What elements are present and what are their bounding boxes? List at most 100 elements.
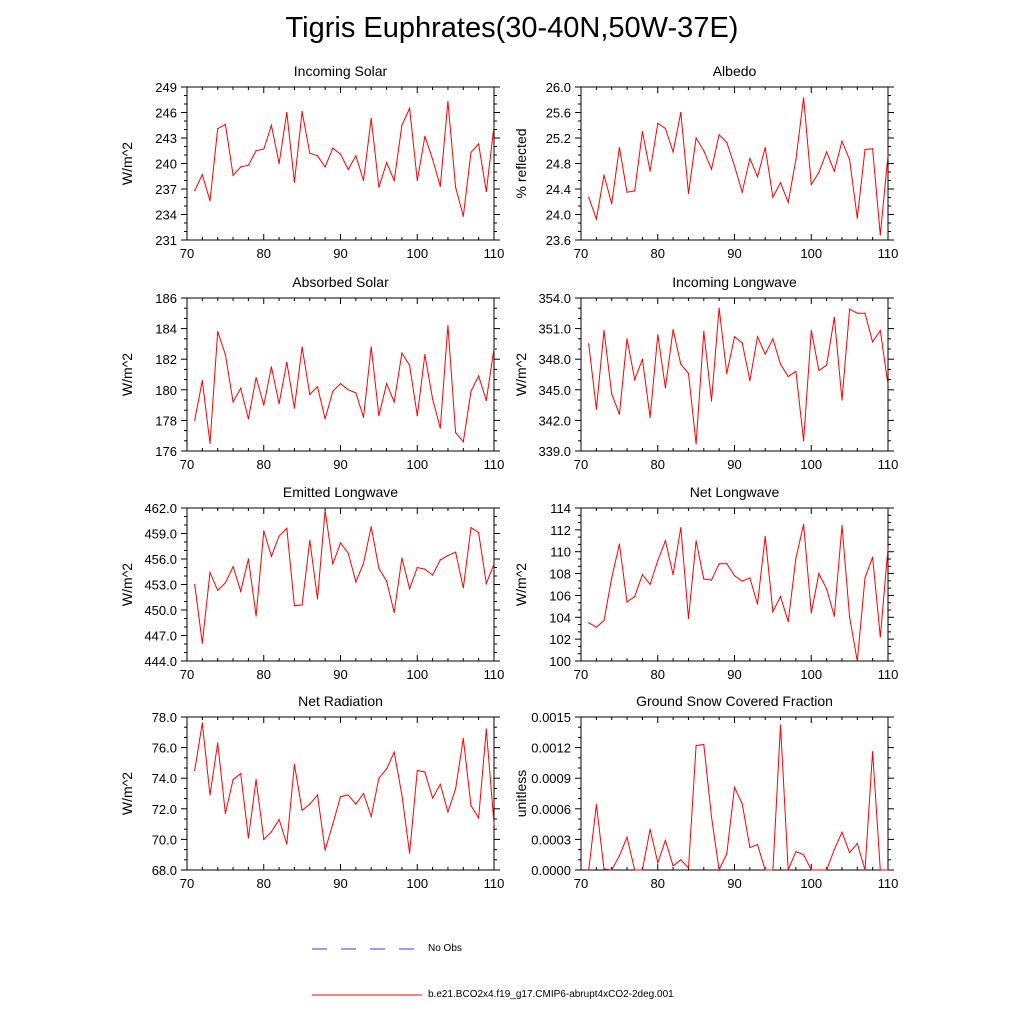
y-tick-label: 176 [155,444,177,459]
data-point [718,307,720,309]
data-point [741,342,743,344]
data-point [255,615,257,617]
data-point [879,330,881,332]
chart-panel-1: Incoming Solar W/m^2 70 80 90 100 110 231 234 237… [119,63,504,261]
data-point [232,779,234,781]
data-point [657,122,659,124]
data-point [385,768,388,770]
data-point [818,369,820,372]
data-point [872,148,874,150]
data-point [478,532,480,534]
data-point [672,329,674,331]
data-point [201,722,203,724]
data-point [224,812,226,814]
chart-panel-2: Albedo % reflected 70 80 90 100 110 23.6 24.0 24.… [513,63,898,261]
data-point [485,190,487,193]
data-point [301,604,303,606]
data-point [657,334,659,336]
data-point [779,595,782,598]
data-point [309,152,311,154]
data-point [263,148,265,150]
data-point [641,574,644,576]
data-point [224,582,226,584]
series-line [588,524,889,662]
y-tick-label: 0.0015 [531,710,571,725]
x-tick-label: 110 [484,667,505,682]
panel-title: Incoming Longwave [672,274,797,290]
plot-frame [580,716,889,871]
data-point [703,743,705,746]
data-point [611,393,613,395]
data-point [324,418,326,420]
panel-title: Emitted Longwave [283,484,398,500]
data-point [209,442,211,444]
series-line [588,725,888,872]
legend-obs-label: No Obs [428,943,462,954]
data-point [378,567,380,569]
data-point [764,353,766,355]
data-point [718,563,720,565]
data-point [493,563,495,565]
y-tick-label: 246 [155,106,177,121]
plot-frame [186,86,495,241]
data-point [493,823,495,825]
data-point [626,836,628,838]
legend-model-label: b.e21.BCO2x4.f19_g17.CMIP6-abrupt4xCO2-2… [428,989,674,1000]
data-point [756,176,759,178]
data-point [439,559,441,561]
plot-frame [580,297,889,452]
y-tick-label: 106 [549,588,571,603]
panel-title: Ground Snow Covered Fraction [636,693,833,709]
data-point [286,361,288,363]
data-point [726,853,728,855]
data-point [680,363,682,365]
y-tick-label: 112 [550,523,571,538]
plot-frame [186,716,495,871]
data-point [339,383,342,385]
data-point [772,869,774,871]
data-point [595,626,597,628]
data-point [224,123,226,125]
data-point [255,376,257,379]
data-point [795,370,797,373]
series-line [194,510,495,644]
data-point [324,849,326,851]
chart-panel-3: Absorbed Solar W/m^2 70 80 90 100 110 176 178 180… [119,274,504,472]
data-point [833,170,835,172]
y-tick-label: 78.0 [152,710,177,725]
data-point [339,153,342,155]
data-point [749,577,751,579]
data-point [595,408,597,410]
y-tick-label: 0.0012 [531,741,571,756]
x-tick-label: 70 [180,876,194,891]
data-point [733,575,736,577]
data-point [432,158,434,160]
data-point [649,828,651,830]
data-point [772,196,774,198]
data-point [756,336,759,338]
x-tick-label: 90 [727,457,741,472]
series-line [194,325,495,444]
data-point [764,535,766,538]
x-tick-label: 90 [727,876,741,891]
data-point [864,869,866,871]
y-tick-label: 182 [155,352,177,367]
data-point [733,786,736,788]
x-tick-label: 110 [484,246,505,261]
data-point [355,155,357,157]
x-tick-label: 90 [333,246,347,261]
data-point [787,621,789,623]
y-tick-label: 178 [155,413,177,428]
data-point [810,330,812,332]
y-axis-label: unitless [513,770,529,817]
data-point [618,413,620,415]
data-point [447,324,449,327]
data-point [726,372,728,375]
x-tick-label: 70 [574,667,588,682]
data-point [485,728,487,730]
data-point [657,559,659,562]
data-point [332,390,334,392]
data-point [462,737,464,740]
data-point [756,603,759,605]
data-point [478,375,480,377]
